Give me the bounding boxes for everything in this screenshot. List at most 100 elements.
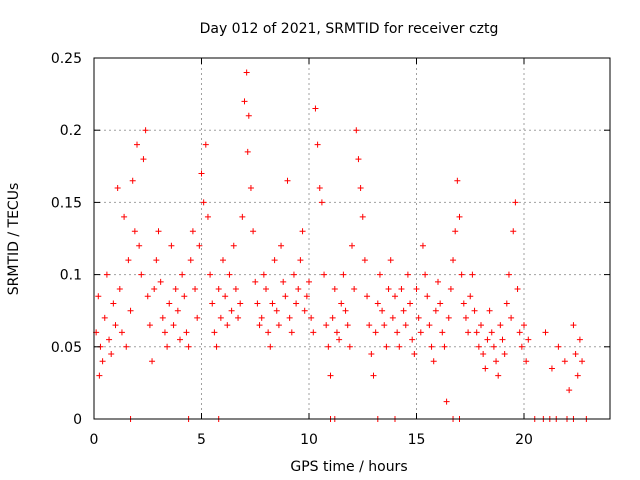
data-point: [525, 336, 532, 343]
data-point: [409, 336, 416, 343]
data-point: [220, 257, 226, 264]
data-point: [574, 372, 581, 379]
data-point: [271, 257, 278, 264]
data-point: [333, 329, 340, 336]
data-point: [331, 286, 338, 293]
data-point: [387, 257, 394, 264]
data-point: [275, 322, 282, 329]
data-point: [252, 278, 259, 285]
data-point: [521, 322, 527, 329]
data-point: [465, 329, 472, 336]
data-point: [329, 314, 336, 321]
data-point: [164, 343, 171, 350]
data-point: [469, 271, 476, 278]
data-point: [394, 329, 401, 336]
data-point: [351, 286, 358, 293]
data-point: [129, 177, 136, 184]
data-point: [480, 351, 487, 358]
data-point: [232, 286, 239, 293]
data-point: [140, 156, 147, 163]
data-point: [340, 271, 347, 278]
data-point: [301, 307, 308, 314]
y-tick-label: 0.25: [51, 51, 82, 67]
data-point: [131, 228, 138, 235]
data-point: [505, 271, 512, 278]
data-point: [510, 228, 517, 235]
data-point: [286, 314, 293, 321]
data-point: [452, 228, 459, 235]
plot-frame: [93, 57, 611, 420]
data-point: [415, 314, 422, 321]
data-point: [566, 387, 573, 394]
data-point: [239, 213, 246, 220]
data-point: [422, 271, 429, 278]
data-point: [172, 286, 179, 293]
data-point: [256, 322, 263, 329]
data-point: [523, 358, 530, 365]
data-point: [432, 307, 439, 314]
data-point: [293, 300, 300, 307]
data-point: [364, 293, 371, 300]
data-point: [443, 398, 450, 405]
data-point: [95, 293, 102, 300]
data-point: [398, 286, 405, 293]
data-point: [108, 351, 115, 358]
y-tick-label: 0.1: [60, 268, 82, 284]
data-point: [310, 329, 317, 336]
data-point: [495, 372, 502, 379]
data-point: [265, 329, 272, 336]
data-point: [209, 300, 216, 307]
data-point: [325, 343, 332, 350]
data-point: [181, 293, 188, 300]
data-point: [314, 141, 321, 148]
data-point: [295, 286, 302, 293]
data-point: [338, 300, 345, 307]
y-tick-label: 0: [73, 412, 82, 428]
data-point: [450, 257, 457, 264]
data-point: [174, 307, 181, 314]
data-point: [241, 98, 248, 105]
data-point: [402, 322, 409, 329]
data-point: [349, 242, 355, 249]
data-point: [407, 300, 414, 307]
data-point: [226, 271, 233, 278]
data-point: [136, 242, 143, 249]
data-point: [245, 112, 252, 119]
data-point: [430, 358, 437, 365]
x-tick-label: 0: [90, 432, 99, 448]
y-tick-label: 0.15: [51, 195, 82, 211]
data-point: [359, 213, 366, 220]
data-point: [198, 170, 205, 177]
data-point: [149, 358, 156, 365]
data-point: [282, 293, 289, 300]
data-point: [185, 343, 192, 350]
data-point: [473, 329, 480, 336]
data-point: [342, 307, 349, 314]
data-point: [392, 293, 398, 300]
data-point: [475, 343, 482, 350]
data-point: [138, 271, 145, 278]
data-point: [200, 199, 207, 206]
data-point: [381, 322, 388, 329]
data-point: [497, 322, 504, 329]
data-point: [417, 329, 424, 336]
data-point: [576, 336, 583, 343]
data-point: [280, 278, 287, 285]
data-point: [445, 314, 452, 321]
data-point: [306, 278, 312, 285]
data-point: [385, 286, 392, 293]
data-point: [366, 322, 373, 329]
data-point: [177, 336, 183, 343]
x-tick-label: 20: [515, 432, 533, 448]
data-point: [125, 257, 132, 264]
data-point: [478, 322, 484, 329]
data-point: [486, 307, 493, 314]
data-point: [114, 184, 121, 191]
data-point: [235, 314, 242, 321]
data-point: [194, 314, 201, 321]
data-point: [144, 293, 151, 300]
data-point: [263, 286, 269, 293]
x-tick-label: 15: [408, 432, 426, 448]
data-point: [110, 300, 117, 307]
